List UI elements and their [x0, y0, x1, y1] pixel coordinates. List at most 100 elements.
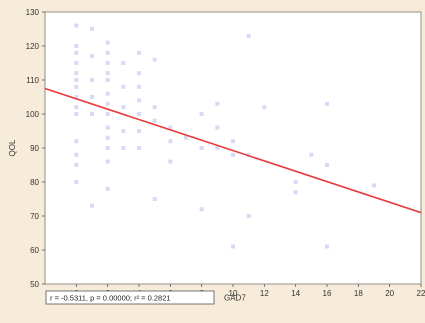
- data-point: [231, 139, 235, 144]
- data-point: [90, 95, 94, 99]
- y-tick-label: 120: [26, 42, 40, 51]
- data-point: [121, 105, 126, 110]
- data-point: [105, 101, 110, 106]
- data-point: [246, 214, 251, 218]
- data-point: [105, 125, 110, 130]
- data-point: [74, 84, 79, 89]
- data-point: [137, 84, 141, 89]
- data-point: [74, 71, 79, 76]
- y-tick-label: 60: [30, 246, 39, 255]
- regression-line: [44, 87, 422, 214]
- x-tick-label: 16: [323, 289, 332, 298]
- data-point: [74, 105, 79, 110]
- y-tick-label: 80: [30, 178, 39, 187]
- data-point: [90, 78, 94, 82]
- y-tick-label: 110: [26, 76, 39, 85]
- data-point: [246, 152, 251, 157]
- data-point: [90, 54, 94, 59]
- data-point: [137, 98, 141, 103]
- data-point: [137, 71, 141, 76]
- data-point: [105, 61, 110, 65]
- data-point: [199, 112, 204, 116]
- data-point: [137, 129, 141, 133]
- data-point: [168, 125, 173, 130]
- x-tick-label: 12: [260, 289, 269, 298]
- x-tick-label: 10: [229, 289, 238, 298]
- x-tick-label: 20: [385, 289, 394, 298]
- stats-annotation: r = -0.5311, p = 0.00000; r² = 0.2821: [50, 294, 171, 303]
- x-tick-label: 22: [417, 289, 425, 298]
- data-point: [246, 33, 251, 38]
- stats-box: [45, 290, 215, 305]
- data-point: [74, 152, 79, 157]
- data-point: [105, 146, 110, 150]
- data-point: [74, 61, 79, 65]
- data-point: [105, 50, 110, 55]
- data-point: [309, 152, 314, 157]
- data-point: [215, 146, 220, 150]
- data-point: [121, 129, 126, 133]
- data-point: [152, 57, 157, 62]
- data-point: [90, 203, 94, 208]
- data-point: [372, 183, 376, 188]
- data-point: [74, 139, 79, 144]
- data-point: [152, 197, 157, 201]
- data-point: [293, 190, 298, 195]
- x-tick-label: 14: [291, 289, 300, 298]
- data-point: [325, 101, 329, 106]
- data-point: [105, 40, 110, 45]
- data-point: [74, 95, 79, 99]
- data-point: [121, 84, 126, 89]
- x-axis-title: GAD7: [224, 294, 246, 303]
- data-point: [74, 78, 79, 82]
- regression-layer: [44, 87, 422, 214]
- data-point: [168, 139, 173, 144]
- data-point: [105, 78, 110, 82]
- data-point: [293, 180, 298, 184]
- data-point: [105, 91, 110, 96]
- data-point: [105, 159, 110, 164]
- data-point: [74, 44, 79, 48]
- data-points: [74, 23, 376, 249]
- data-point: [121, 61, 126, 65]
- data-point: [105, 135, 110, 140]
- data-point: [74, 180, 79, 184]
- data-point: [199, 146, 204, 150]
- data-point: [152, 105, 157, 110]
- axis-ticks: 5060708090100110120130024681012141618202…: [26, 8, 425, 298]
- data-point: [231, 244, 235, 249]
- data-point: [74, 163, 79, 167]
- data-point: [121, 146, 126, 150]
- data-point: [325, 244, 329, 249]
- data-point: [74, 50, 79, 55]
- data-point: [215, 125, 220, 130]
- y-tick-label: 90: [30, 144, 39, 153]
- data-point: [168, 159, 173, 164]
- y-tick-label: 130: [26, 8, 40, 17]
- y-tick-label: 100: [26, 110, 40, 119]
- data-point: [215, 101, 220, 106]
- data-point: [74, 23, 79, 28]
- data-point: [184, 135, 188, 140]
- x-tick-label: 18: [354, 289, 363, 298]
- data-point: [137, 50, 141, 55]
- data-point: [105, 186, 110, 191]
- data-point: [199, 207, 204, 212]
- y-tick-label: 50: [30, 280, 39, 289]
- data-point: [137, 146, 141, 150]
- data-point: [137, 112, 141, 116]
- data-point: [152, 118, 157, 123]
- data-point: [90, 112, 94, 116]
- data-point: [325, 163, 329, 167]
- y-axis-title: QOL: [8, 139, 17, 156]
- y-tick-label: 70: [30, 212, 39, 221]
- data-point: [105, 112, 110, 116]
- data-point: [105, 71, 110, 76]
- data-point: [74, 112, 79, 116]
- data-point: [262, 105, 267, 110]
- plot-area: [44, 11, 422, 285]
- data-point: [90, 27, 94, 31]
- data-point: [231, 152, 235, 157]
